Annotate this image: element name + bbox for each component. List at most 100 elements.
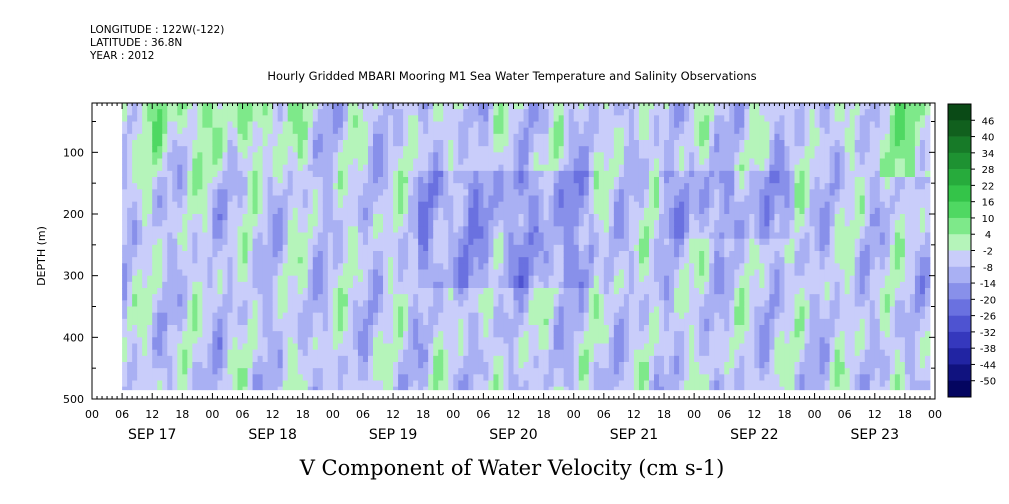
heatmap-cell xyxy=(578,140,585,147)
heatmap-cell xyxy=(378,300,384,307)
heatmap-cell xyxy=(367,207,374,215)
heatmap-cell xyxy=(127,115,133,122)
heatmap-cell xyxy=(628,201,635,209)
heatmap-cell xyxy=(493,195,499,203)
heatmap-cell xyxy=(237,337,243,344)
heatmap-cell xyxy=(262,238,269,246)
heatmap-cell xyxy=(513,127,519,135)
heatmap-cell xyxy=(157,232,163,240)
heatmap-cell xyxy=(327,306,334,314)
heatmap-cell xyxy=(558,343,565,351)
heatmap-cell xyxy=(217,158,223,166)
heatmap-cell xyxy=(367,226,374,233)
heatmap-cell xyxy=(362,257,369,264)
heatmap-cell xyxy=(568,201,575,209)
heatmap-cell xyxy=(222,312,228,320)
heatmap-cell xyxy=(463,294,469,301)
heatmap-cell xyxy=(408,318,414,326)
heatmap-cell xyxy=(152,331,158,338)
heatmap-cell xyxy=(448,325,454,332)
heatmap-cell xyxy=(623,226,630,233)
heatmap-cell xyxy=(578,220,585,227)
heatmap-cell xyxy=(132,238,138,246)
heatmap-cell xyxy=(302,386,309,391)
heatmap-cell xyxy=(182,152,188,159)
heatmap-cell xyxy=(398,189,404,196)
heatmap-cell xyxy=(137,207,143,215)
heatmap-cell xyxy=(563,368,570,375)
heatmap-cell xyxy=(468,325,474,332)
heatmap-cell xyxy=(478,368,484,375)
heatmap-cell xyxy=(257,207,264,215)
heatmap-cell xyxy=(453,306,459,314)
heatmap-cell xyxy=(277,127,284,135)
heatmap-cell xyxy=(212,386,218,391)
heatmap-cell xyxy=(583,288,590,295)
heatmap-cell xyxy=(493,183,499,190)
heatmap-cell xyxy=(272,294,279,301)
heatmap-cell xyxy=(553,275,560,283)
heatmap-cell xyxy=(513,362,519,369)
heatmap-cell xyxy=(438,170,444,178)
heatmap-cell xyxy=(553,281,560,289)
heatmap-cell xyxy=(468,355,474,363)
heatmap-cell xyxy=(518,158,524,166)
heatmap-cell xyxy=(142,164,148,172)
heatmap-cell xyxy=(242,275,248,283)
heatmap-cell xyxy=(628,232,635,240)
heatmap-cell xyxy=(122,386,128,391)
heatmap-cell xyxy=(312,121,319,129)
heatmap-cell xyxy=(192,220,198,227)
heatmap-cell xyxy=(598,127,605,135)
heatmap-cell xyxy=(568,257,575,264)
heatmap-cell xyxy=(373,269,379,277)
heatmap-cell xyxy=(593,331,600,338)
heatmap-cell xyxy=(187,170,193,178)
heatmap-cell xyxy=(608,355,615,363)
heatmap-cell xyxy=(513,220,519,227)
heatmap-cell xyxy=(463,195,469,203)
heatmap-cell xyxy=(227,164,233,172)
heatmap-cell xyxy=(162,164,168,172)
heatmap-cell xyxy=(403,331,409,338)
heatmap-cell xyxy=(493,201,499,209)
heatmap-cell xyxy=(513,207,519,215)
heatmap-cell xyxy=(312,140,319,147)
heatmap-cell xyxy=(533,158,539,166)
heatmap-cell xyxy=(272,251,279,258)
heatmap-cell xyxy=(367,325,374,332)
heatmap-cell xyxy=(352,368,359,375)
heatmap-cell xyxy=(342,251,349,258)
heatmap-cell xyxy=(252,207,258,215)
heatmap-cell xyxy=(347,318,354,326)
heatmap-cell xyxy=(302,220,309,227)
heatmap-cell xyxy=(217,275,223,283)
heatmap-cell xyxy=(342,362,349,369)
heatmap-cell xyxy=(373,127,379,135)
heatmap-cell xyxy=(332,275,339,283)
heatmap-cell xyxy=(403,368,409,375)
heatmap-cell xyxy=(608,127,615,135)
heatmap-cell xyxy=(518,269,524,277)
heatmap-cell xyxy=(608,238,615,246)
heatmap-cell xyxy=(538,232,545,240)
heatmap-cell xyxy=(568,263,575,270)
heatmap-cell xyxy=(468,189,474,196)
heatmap-cell xyxy=(172,189,178,196)
heatmap-cell xyxy=(553,164,560,172)
heatmap-cell xyxy=(408,189,414,196)
heatmap-cell xyxy=(232,133,238,141)
heatmap-cell xyxy=(302,244,309,252)
heatmap-cell xyxy=(157,121,163,129)
heatmap-cell xyxy=(648,306,655,314)
heatmap-cell xyxy=(367,164,374,172)
heatmap-cell xyxy=(267,133,274,141)
heatmap-cell xyxy=(157,288,163,295)
heatmap-cell xyxy=(618,238,625,246)
heatmap-cell xyxy=(383,133,389,141)
heatmap-cell xyxy=(212,263,218,270)
heatmap-cell xyxy=(648,281,655,289)
heatmap-cell xyxy=(352,355,359,363)
heatmap-cell xyxy=(217,103,223,110)
heatmap-cell xyxy=(478,374,484,381)
